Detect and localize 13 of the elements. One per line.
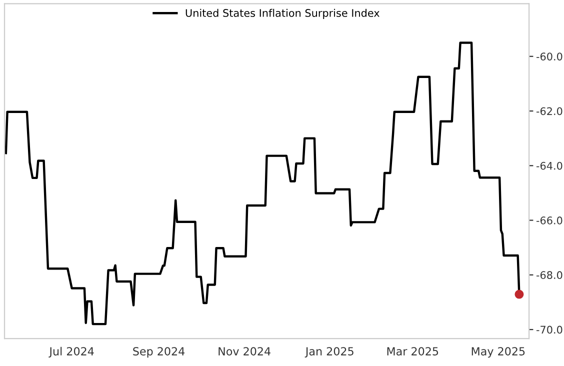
x-tick-label: Mar 2025 bbox=[387, 347, 438, 356]
x-tick-label: Nov 2024 bbox=[218, 347, 270, 356]
legend-label: United States Inflation Surprise Index bbox=[186, 8, 380, 19]
y-tick-label: -70.0 bbox=[536, 326, 562, 334]
x-tick-label: Jul 2024 bbox=[48, 346, 94, 358]
y-tick-label: -62.0 bbox=[536, 107, 562, 116]
x-tick-label: Sep 2024 bbox=[133, 347, 185, 358]
y-tick-label: -64.0 bbox=[536, 162, 562, 170]
y-tick-label: -68.0 bbox=[536, 271, 562, 280]
y-tick-label: -66.0 bbox=[536, 216, 562, 224]
y-tick-label: -60.0 bbox=[536, 52, 562, 60]
x-tick-label: Jan 2025 bbox=[304, 347, 354, 358]
x-tick-label: May 2025 bbox=[472, 347, 525, 358]
